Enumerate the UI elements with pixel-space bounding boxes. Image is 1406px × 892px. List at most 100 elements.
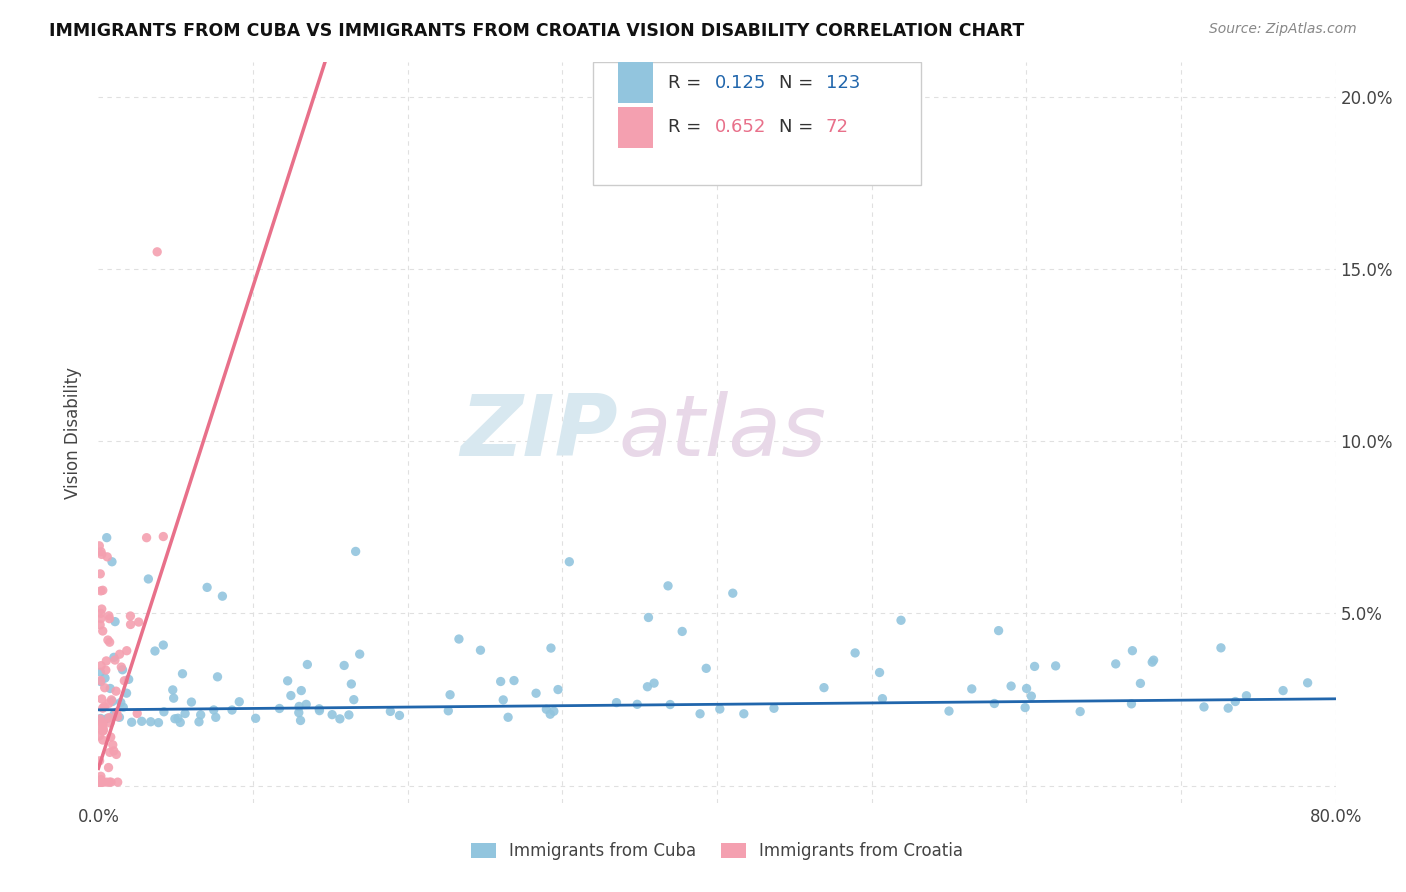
Point: [938, 704, 960, 718]
Point: [1021, 689, 1043, 703]
Point: [135, 531, 157, 545]
Point: [110, 660, 132, 674]
Point: [94, 671, 117, 685]
Point: [108, 647, 131, 661]
Point: [98, 635, 121, 649]
Point: [1209, 640, 1232, 655]
Point: [90, 583, 112, 598]
Point: [496, 710, 519, 724]
Point: [547, 682, 569, 697]
Point: [1129, 676, 1152, 690]
Point: [89, 729, 111, 743]
Point: [96, 549, 118, 564]
Point: [93, 723, 115, 738]
Point: [98, 775, 121, 789]
Point: [290, 714, 312, 728]
Point: [91, 721, 114, 735]
Point: [90, 611, 112, 625]
Point: [689, 706, 711, 721]
Text: N =: N =: [779, 74, 818, 92]
Point: [105, 684, 128, 698]
Point: [91, 583, 114, 598]
Point: [1015, 681, 1038, 696]
Point: [204, 710, 226, 724]
Point: [844, 646, 866, 660]
Point: [107, 710, 129, 724]
Point: [543, 704, 565, 718]
Point: [94, 663, 117, 677]
Point: [90, 711, 112, 725]
Point: [111, 663, 134, 677]
Point: [101, 738, 124, 752]
Point: [89, 775, 111, 789]
Point: [172, 666, 194, 681]
Text: R =: R =: [668, 119, 707, 136]
Text: 0.125: 0.125: [714, 74, 766, 92]
Point: [180, 695, 202, 709]
Point: [308, 702, 330, 716]
Point: [1024, 659, 1046, 673]
Point: [626, 698, 648, 712]
Point: [1045, 659, 1067, 673]
Point: [167, 711, 190, 725]
Point: [101, 555, 124, 569]
Point: [121, 715, 143, 730]
Text: Source: ZipAtlas.com: Source: ZipAtlas.com: [1209, 22, 1357, 37]
Point: [202, 703, 225, 717]
Point: [107, 775, 129, 789]
Point: [558, 555, 581, 569]
FancyBboxPatch shape: [593, 62, 921, 185]
Point: [97, 608, 120, 623]
Point: [695, 661, 717, 675]
Point: [115, 686, 138, 700]
Point: [288, 699, 311, 714]
Point: [90, 674, 112, 689]
Point: [91, 775, 114, 789]
Point: [112, 673, 135, 688]
Point: [91, 715, 114, 730]
Point: [538, 707, 561, 722]
Point: [987, 624, 1010, 638]
Point: [97, 633, 120, 648]
Text: ZIP: ZIP: [460, 391, 619, 475]
Point: [221, 703, 243, 717]
Point: [89, 539, 111, 553]
Point: [489, 674, 512, 689]
Point: [89, 719, 111, 733]
Point: [96, 775, 118, 789]
Text: N =: N =: [779, 119, 818, 136]
Point: [89, 775, 111, 789]
Point: [228, 695, 250, 709]
Point: [439, 688, 461, 702]
Point: [605, 696, 627, 710]
Point: [195, 581, 218, 595]
Point: [90, 772, 112, 787]
Point: [162, 682, 184, 697]
Point: [1105, 657, 1128, 671]
FancyBboxPatch shape: [619, 62, 652, 103]
Point: [98, 681, 121, 696]
Point: [90, 673, 112, 688]
Point: [89, 566, 111, 581]
Point: [103, 707, 125, 722]
Point: [143, 644, 166, 658]
Point: [1014, 700, 1036, 714]
Point: [308, 704, 330, 718]
Point: [1272, 683, 1295, 698]
Point: [90, 775, 112, 789]
Point: [503, 673, 526, 688]
Point: [492, 693, 515, 707]
Point: [1121, 643, 1143, 657]
Point: [329, 712, 352, 726]
Point: [90, 658, 112, 673]
Point: [295, 698, 318, 712]
Point: [152, 529, 174, 543]
Text: 123: 123: [825, 74, 860, 92]
Point: [91, 717, 114, 731]
Point: [983, 697, 1005, 711]
Point: [89, 618, 111, 632]
Point: [169, 715, 191, 730]
Point: [349, 647, 371, 661]
Point: [333, 658, 356, 673]
Point: [380, 705, 402, 719]
